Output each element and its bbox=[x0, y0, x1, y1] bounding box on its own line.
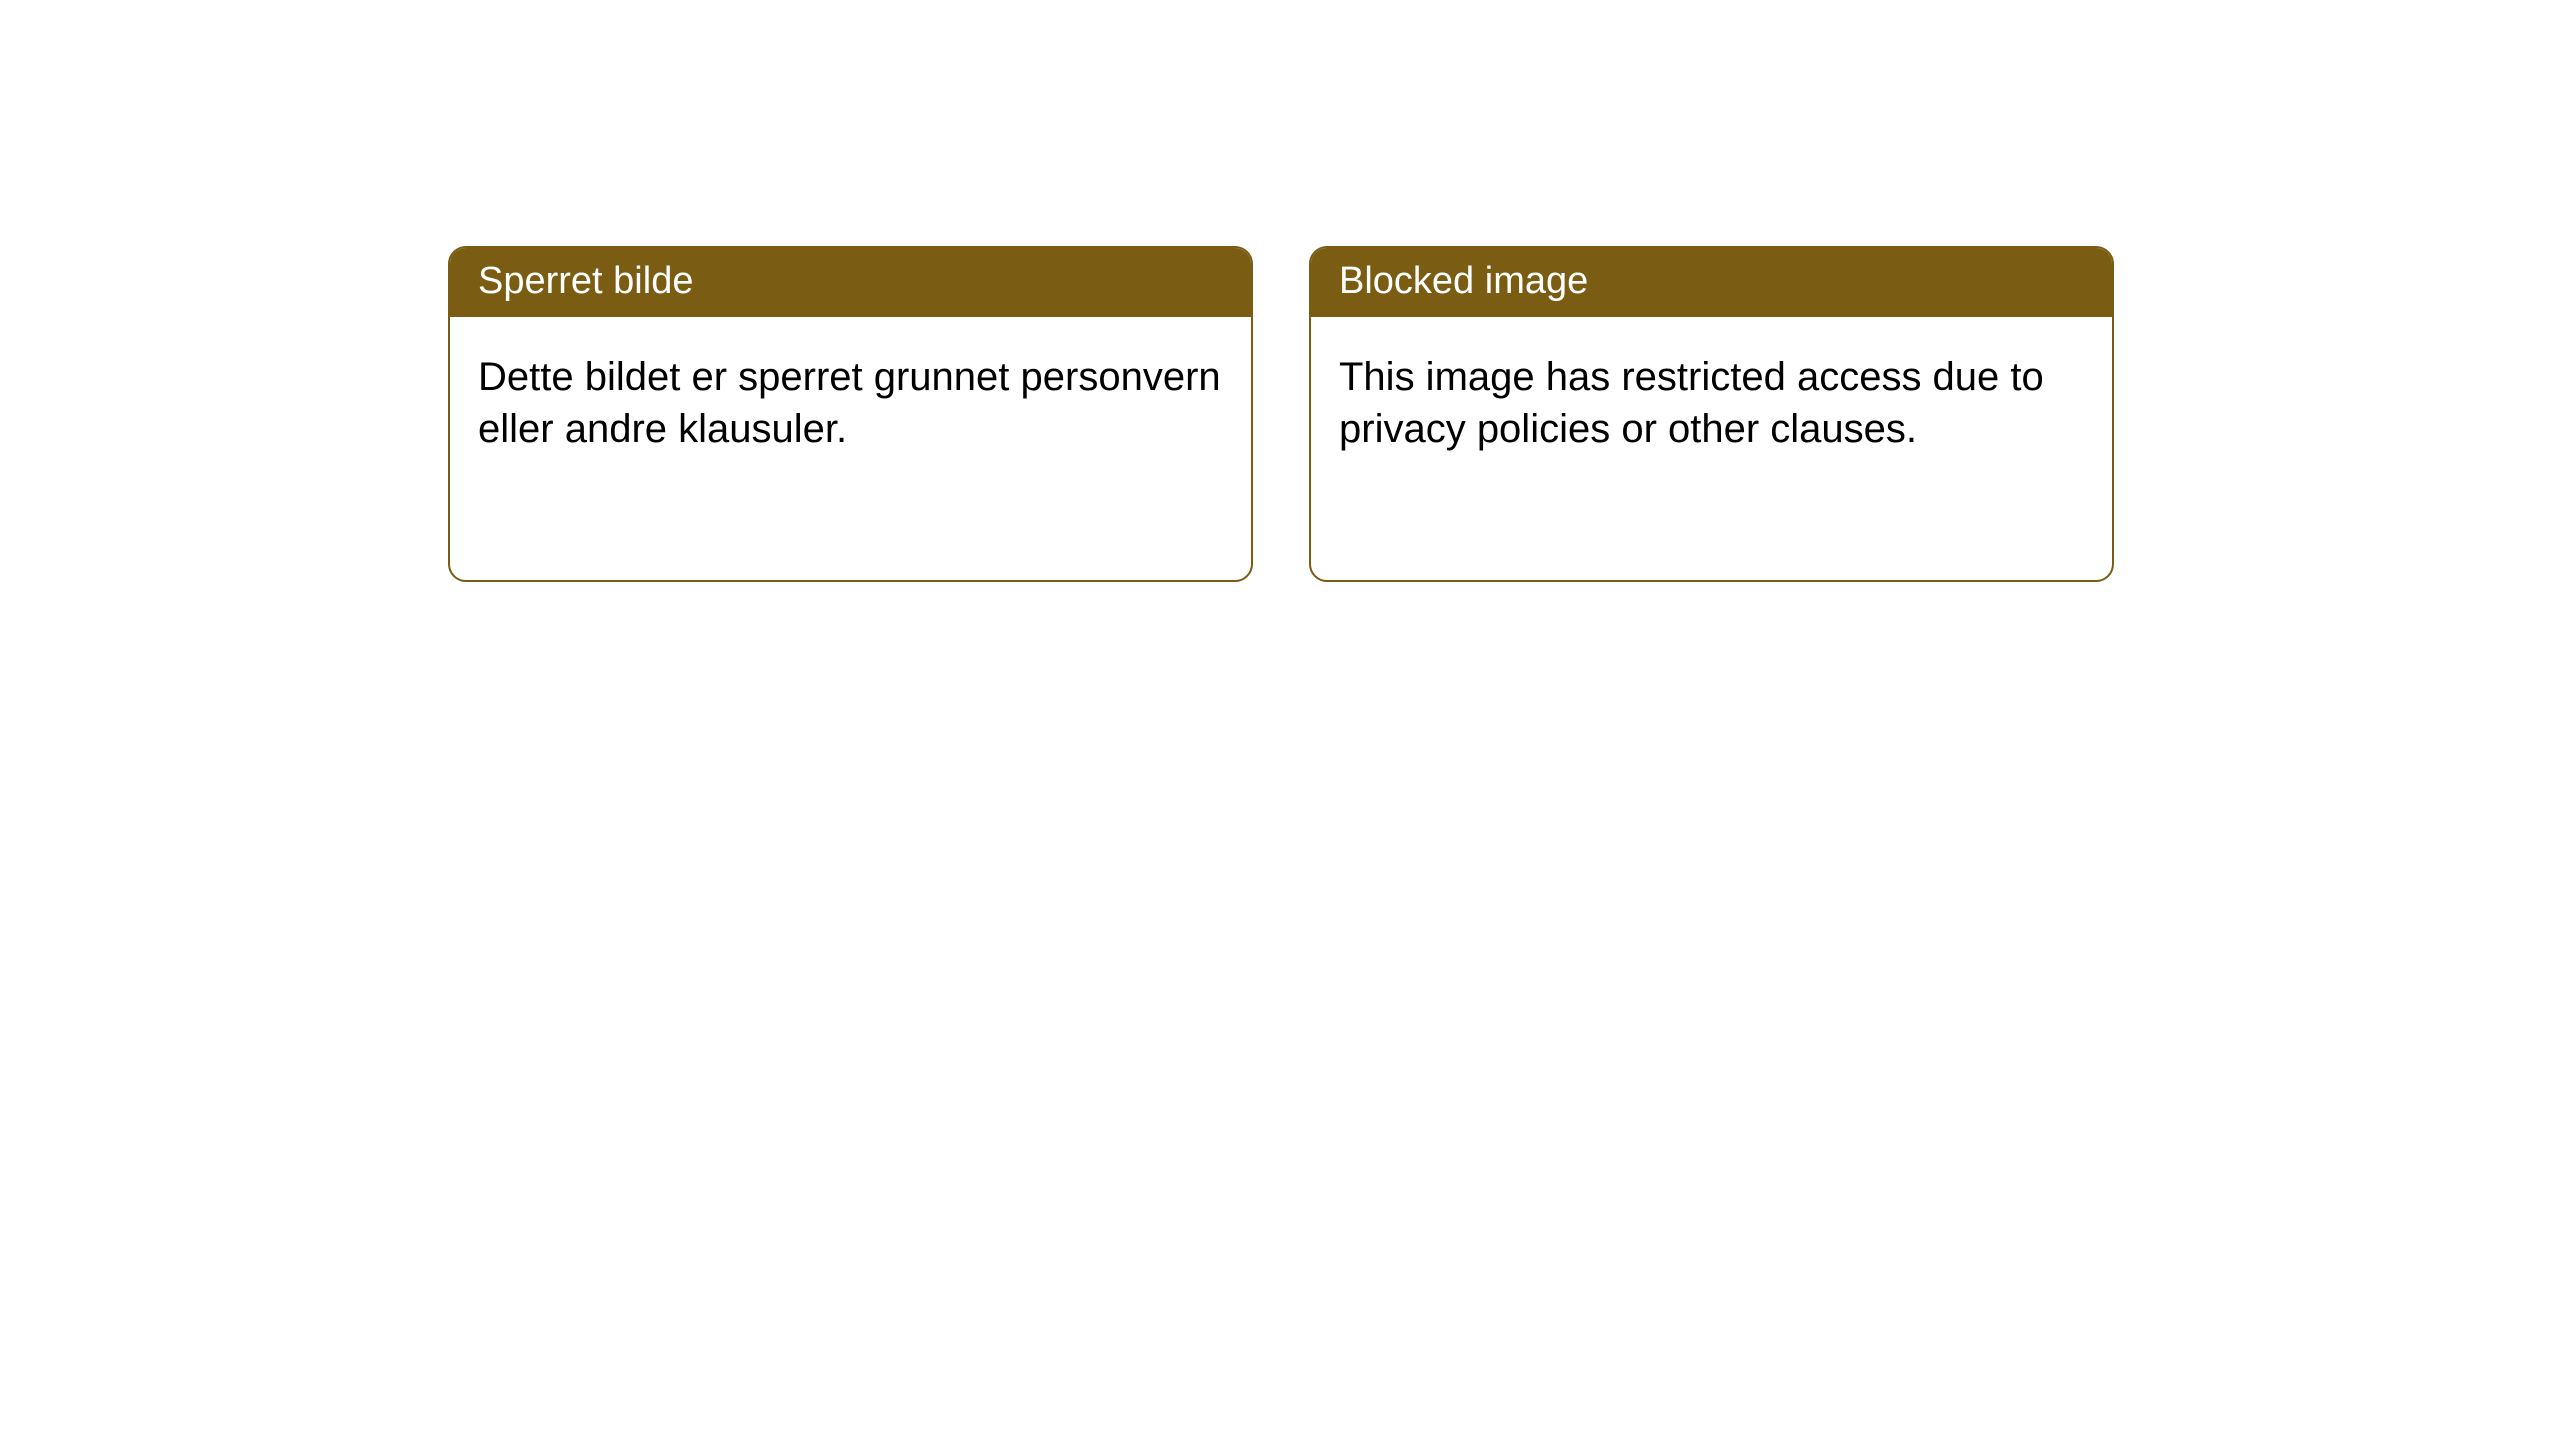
cards-container: Sperret bilde Dette bildet er sperret gr… bbox=[448, 246, 2114, 582]
blocked-image-card-no: Sperret bilde Dette bildet er sperret gr… bbox=[448, 246, 1253, 582]
card-body-en: This image has restricted access due to … bbox=[1311, 317, 2112, 489]
card-title-en: Blocked image bbox=[1339, 260, 1588, 302]
card-header-en: Blocked image bbox=[1311, 248, 2112, 317]
blocked-image-card-en: Blocked image This image has restricted … bbox=[1309, 246, 2114, 582]
card-title-no: Sperret bilde bbox=[478, 260, 693, 302]
card-body-text-en: This image has restricted access due to … bbox=[1339, 355, 2044, 451]
card-body-no: Dette bildet er sperret grunnet personve… bbox=[450, 317, 1251, 489]
card-body-text-no: Dette bildet er sperret grunnet personve… bbox=[478, 355, 1221, 451]
card-header-no: Sperret bilde bbox=[450, 248, 1251, 317]
